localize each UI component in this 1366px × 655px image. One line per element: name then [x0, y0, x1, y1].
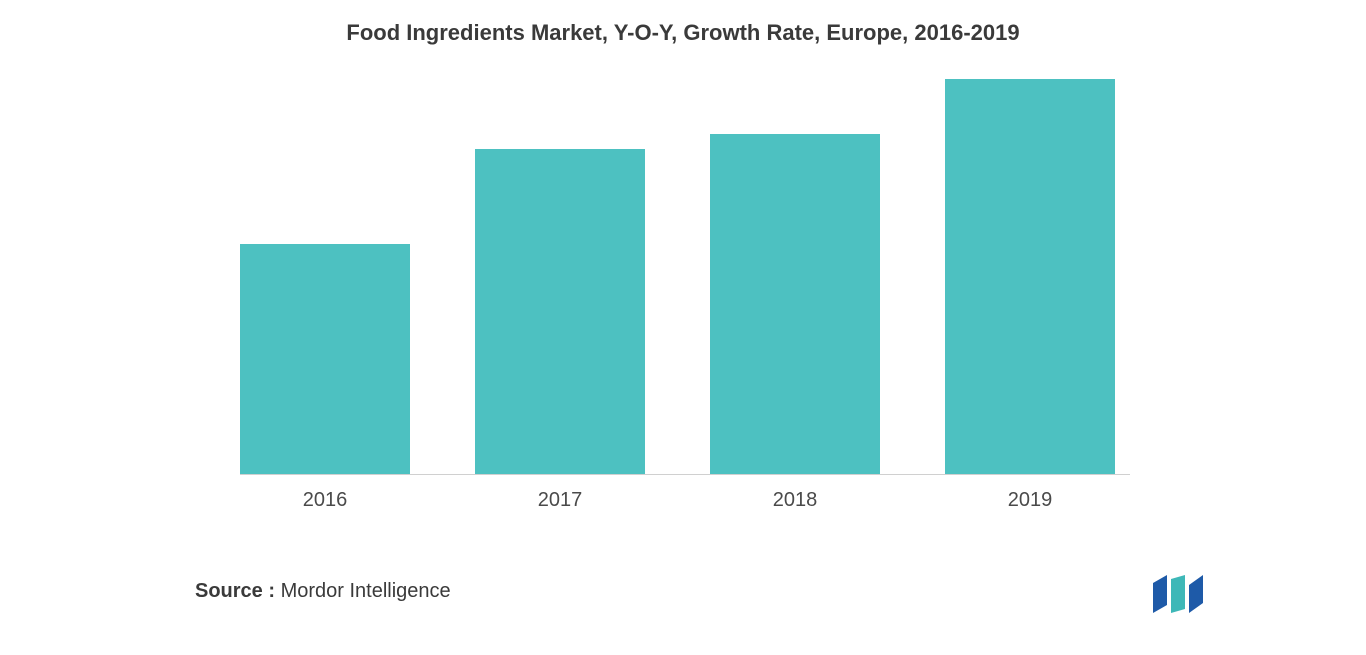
bar-2019 [945, 79, 1115, 474]
bar-2018 [710, 134, 880, 474]
bar-group-2018: 2018 [710, 134, 880, 474]
logo-bar-3 [1189, 575, 1203, 613]
bar-group-2016: 2016 [240, 244, 410, 474]
logo-bar-2 [1171, 575, 1185, 613]
logo-icon [1153, 575, 1211, 613]
x-label-2017: 2017 [538, 489, 583, 512]
source-label: Source : [195, 580, 281, 602]
x-label-2019: 2019 [1008, 489, 1053, 512]
bar-group-2017: 2017 [475, 149, 645, 474]
chart-area: 2016 2017 2018 2019 [240, 80, 1130, 475]
source-line: Source : Mordor Intelligence [195, 580, 451, 603]
bar-2016 [240, 244, 410, 474]
x-label-2018: 2018 [773, 489, 818, 512]
x-label-2016: 2016 [303, 489, 348, 512]
logo-bar-1 [1153, 575, 1167, 613]
source-value: Mordor Intelligence [281, 580, 451, 602]
bar-group-2019: 2019 [945, 79, 1115, 474]
chart-title: Food Ingredients Market, Y-O-Y, Growth R… [0, 0, 1366, 46]
bar-2017 [475, 149, 645, 474]
